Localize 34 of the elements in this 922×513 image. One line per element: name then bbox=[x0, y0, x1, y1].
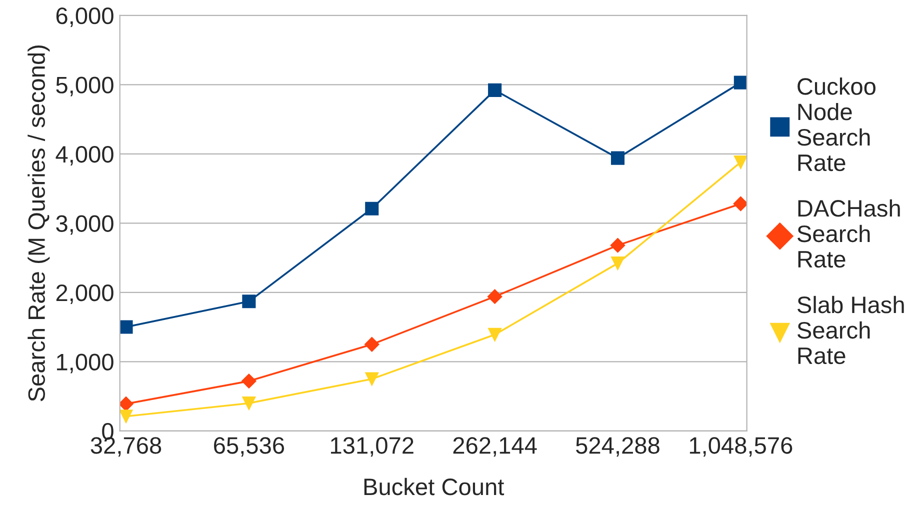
point bbox=[734, 76, 747, 90]
point bbox=[610, 256, 625, 270]
point bbox=[242, 374, 256, 388]
x-tick-label: 65,536 bbox=[214, 437, 284, 457]
point bbox=[488, 328, 502, 342]
y-tick-label: 4,000 bbox=[56, 146, 114, 166]
y-tick-label: 5,000 bbox=[56, 76, 114, 96]
x-tick-label: 524,288 bbox=[576, 437, 660, 457]
point bbox=[487, 289, 502, 304]
point bbox=[242, 294, 256, 308]
point bbox=[610, 238, 626, 253]
point bbox=[242, 396, 256, 410]
x-tick-label: 131,072 bbox=[331, 437, 414, 457]
x-axis-title: Bucket Count bbox=[364, 478, 504, 496]
point bbox=[365, 202, 379, 216]
legend-label: Cuckoo Node Search Rate bbox=[797, 78, 876, 172]
point bbox=[733, 196, 747, 212]
point bbox=[120, 396, 134, 412]
point bbox=[365, 372, 379, 386]
y-axis-title: Search Rate (M Queries / second) bbox=[28, 45, 50, 402]
y-tick-label: 3,000 bbox=[56, 215, 114, 235]
x-tick-label: 1,048,576 bbox=[690, 437, 792, 457]
point bbox=[610, 151, 625, 165]
point bbox=[488, 83, 502, 97]
point bbox=[120, 320, 133, 334]
y-tick-label: 2,000 bbox=[56, 284, 114, 304]
point bbox=[120, 410, 133, 424]
point bbox=[364, 336, 380, 352]
point bbox=[734, 155, 747, 169]
y-tick-label: 1,000 bbox=[57, 354, 114, 374]
legend-label: Slab Hash Search Rate bbox=[797, 296, 904, 364]
legend-label: DACHash Search Rate bbox=[797, 199, 900, 268]
x-tick-label: 262,144 bbox=[453, 437, 537, 457]
y-tick-label: 6,000 bbox=[56, 7, 114, 27]
